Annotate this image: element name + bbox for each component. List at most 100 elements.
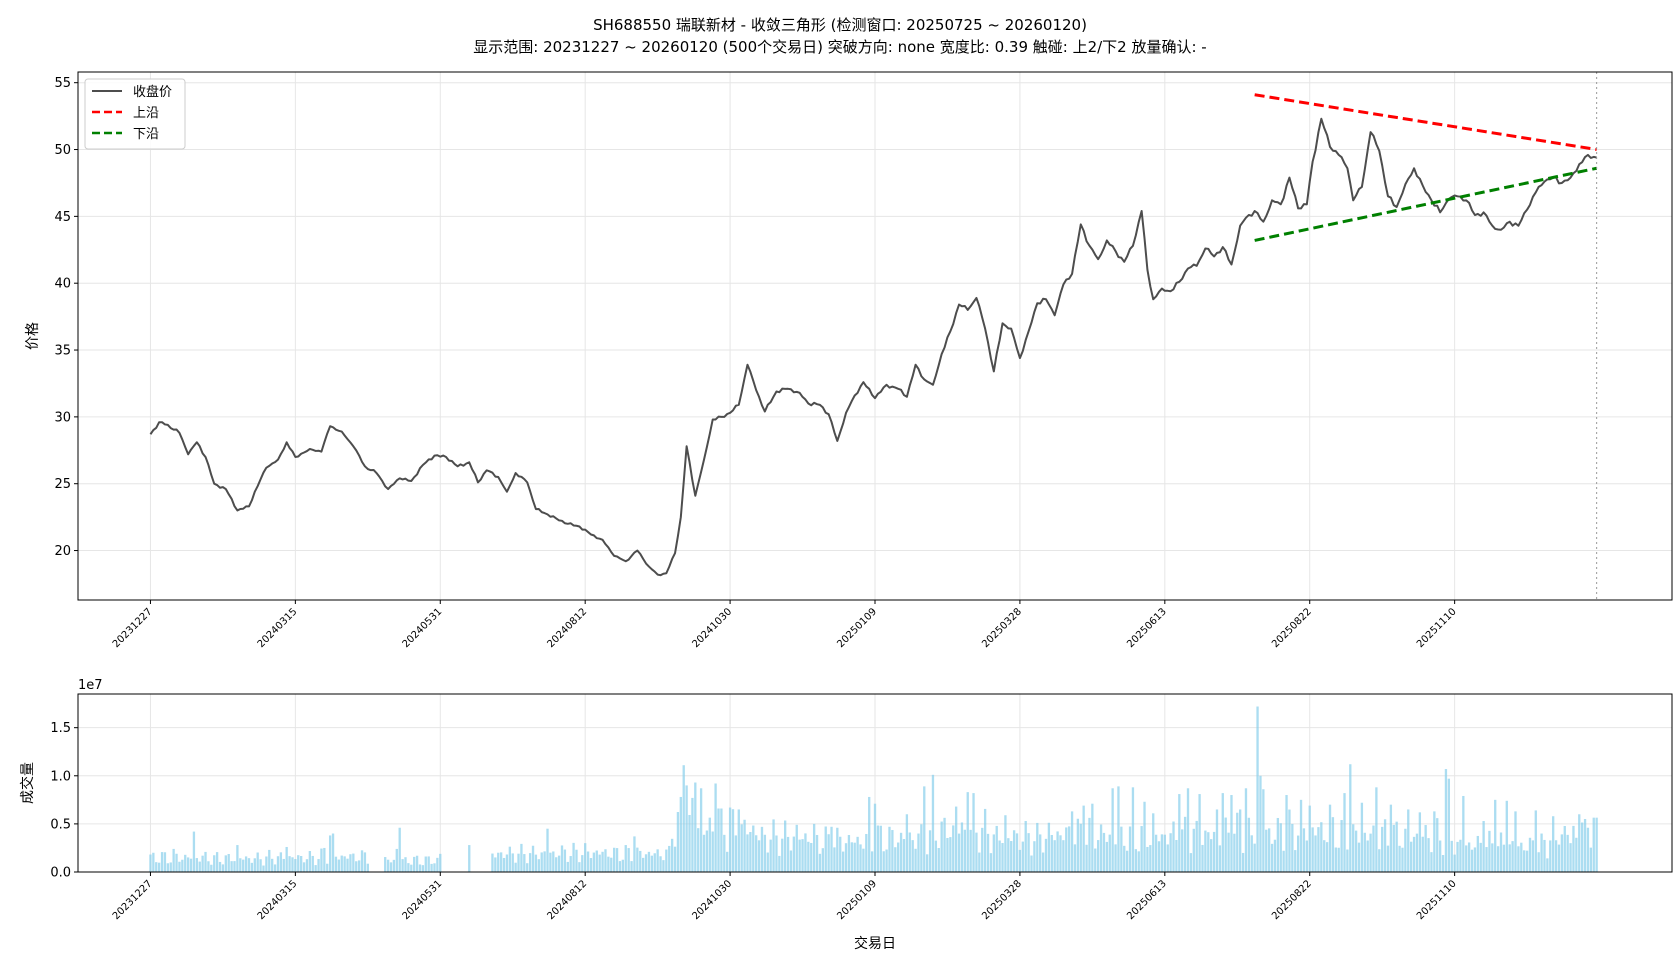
- volume-bar: [752, 825, 755, 872]
- volume-bar: [201, 855, 204, 872]
- volume-bar: [184, 854, 187, 872]
- volume-bar: [357, 860, 361, 872]
- price-x-tick-label: 20240812: [546, 606, 590, 650]
- volume-bar: [954, 806, 958, 872]
- price-y-tick-label: 40: [54, 277, 71, 292]
- volume-bar: [1453, 854, 1456, 872]
- volume-bar: [839, 836, 842, 872]
- volume-bar: [1450, 840, 1453, 872]
- volume-bar: [685, 785, 688, 872]
- volume-bar: [894, 847, 897, 872]
- volume-bar: [714, 783, 717, 872]
- volume-bar: [410, 864, 413, 872]
- volume-bar: [1236, 812, 1239, 872]
- volume-bar: [969, 829, 972, 872]
- volume-bar: [1059, 835, 1062, 872]
- volume-y-axis-label: 成交量: [19, 762, 36, 804]
- volume-bar: [766, 852, 769, 872]
- volume-bar: [285, 846, 288, 872]
- volume-bar: [847, 835, 851, 872]
- volume-bar: [595, 850, 598, 872]
- volume-bar: [827, 834, 830, 872]
- volume-bar: [1146, 846, 1149, 872]
- volume-bar: [346, 858, 349, 872]
- volume-bar: [812, 823, 816, 872]
- volume-bar: [1349, 764, 1352, 872]
- volume-bar: [1085, 844, 1088, 872]
- volume-bars: [149, 706, 1598, 872]
- volume-bar: [1120, 826, 1123, 872]
- volume-bar: [1221, 793, 1224, 872]
- volume-bar: [781, 838, 784, 872]
- volume-bar: [152, 852, 155, 872]
- volume-bar: [181, 859, 184, 872]
- volume-bar: [786, 836, 790, 872]
- volume-bar: [1267, 828, 1271, 872]
- volume-bar: [207, 861, 210, 872]
- volume-bar: [1108, 834, 1111, 872]
- volume-bar: [224, 855, 227, 872]
- volume-bar: [1276, 817, 1280, 872]
- volume-bar: [668, 845, 671, 872]
- volume-bar: [966, 792, 969, 872]
- volume-bar: [160, 852, 164, 872]
- price-x-tick-label: 20231227: [111, 606, 155, 650]
- volume-bar: [610, 857, 613, 872]
- volume-bar: [879, 825, 882, 872]
- volume-bar: [433, 863, 436, 872]
- volume-bar: [279, 852, 283, 872]
- volume-bar: [1456, 841, 1459, 872]
- volume-bar: [427, 856, 430, 872]
- volume-bar: [253, 858, 256, 872]
- volume-y-tick-label: 1.5: [50, 721, 71, 736]
- volume-bar: [230, 861, 233, 872]
- volume-bar: [1398, 845, 1401, 872]
- volume-bar: [1024, 820, 1027, 872]
- volume-bar: [1430, 852, 1433, 872]
- volume-bar: [856, 836, 859, 872]
- volume-bar: [818, 853, 822, 872]
- volume-bar: [499, 852, 503, 872]
- volume-bar: [1563, 826, 1566, 872]
- volume-bar: [1595, 817, 1598, 872]
- volume-bar: [1137, 851, 1140, 872]
- volume-bar: [273, 864, 277, 872]
- volume-bar: [282, 858, 285, 872]
- volume-bar: [1459, 839, 1462, 872]
- volume-bar: [259, 859, 262, 872]
- volume-bar: [926, 854, 929, 872]
- legend-label-upper: 上沿: [133, 106, 159, 121]
- volume-bar: [1131, 787, 1135, 872]
- volume-bar: [523, 854, 526, 872]
- volume-bar: [1311, 827, 1314, 872]
- volume-bar: [1114, 844, 1117, 872]
- volume-bar: [917, 833, 920, 872]
- volume-bar: [436, 857, 439, 872]
- volume-bar: [1018, 849, 1022, 872]
- volume-bar: [1175, 840, 1178, 872]
- volume-bar: [218, 861, 222, 872]
- volume-bar: [1462, 795, 1465, 872]
- volume-bar: [389, 862, 393, 872]
- volume-bar: [1586, 827, 1590, 872]
- volume-bar: [250, 862, 254, 872]
- volume-bar: [337, 859, 340, 872]
- volume-bar: [398, 827, 401, 872]
- volume-bar: [662, 860, 665, 872]
- volume-bar: [1560, 834, 1564, 872]
- volume-bar: [778, 855, 781, 872]
- volume-bar: [1215, 809, 1219, 872]
- volume-bar: [998, 840, 1001, 872]
- volume-bar: [497, 852, 500, 872]
- volume-bar: [1198, 794, 1201, 872]
- volume-bar: [853, 842, 856, 872]
- volume-bar: [1386, 845, 1390, 872]
- volume-bar: [1592, 817, 1595, 872]
- volume-bar: [1241, 852, 1245, 872]
- volume-bar: [815, 834, 819, 872]
- volume-bar: [676, 812, 680, 872]
- price-x-tick-label: 20250109: [835, 606, 879, 650]
- volume-bar: [291, 857, 294, 872]
